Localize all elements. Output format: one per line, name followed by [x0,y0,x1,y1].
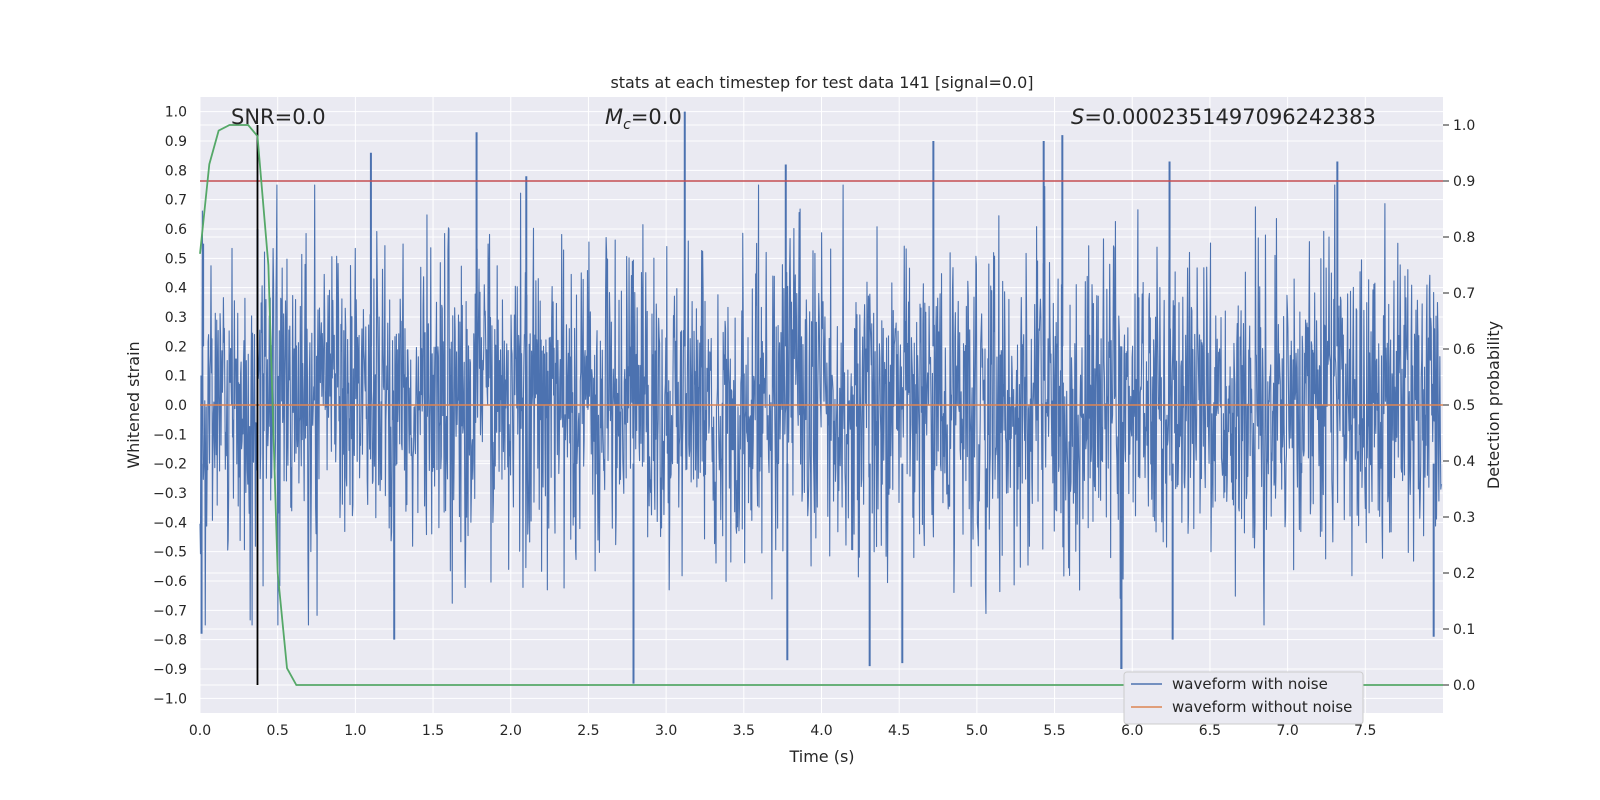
x-tick-label: 5.5 [1043,723,1065,739]
x-tick-label: 7.0 [1276,723,1298,739]
y-left-tick-label: 0.2 [165,339,187,355]
x-tick-label: 6.5 [1199,723,1221,739]
score-symbol: S [1071,105,1084,129]
chirp-mass-symbol: M [605,105,623,129]
y-right-tick-label: 0.7 [1453,286,1475,302]
y-left-tick-label: 0.5 [165,251,187,267]
x-tick-label: 4.0 [810,723,832,739]
y-right-tick-label: 0.6 [1453,342,1475,358]
y-left-tick-label: −0.4 [153,515,187,531]
x-tick-label: 0.0 [189,723,211,739]
y-right-tick-label: 0.4 [1453,454,1475,470]
x-tick-label: 4.5 [888,723,910,739]
y-left-tick-label: 0.7 [165,193,187,209]
y-right-tick-label: 0.8 [1453,230,1475,246]
x-axis-label: Time (s) [788,747,854,766]
x-tick-label: 1.5 [422,723,444,739]
y-right-tick-label: 0.5 [1453,398,1475,414]
y-axis-right: 1.0 0.9 0.8 0.7 0.6 0.5 0.4 0.3 0.2 0.1 0.0 [1443,118,1475,694]
legend: waveform with noise waveform without noi… [1123,671,1364,725]
y-left-tick-label: 0.9 [165,134,187,150]
y-right-tick-label: 0.9 [1453,174,1475,190]
y-left-tick-label: −0.1 [153,427,187,443]
detection-probability-line [199,124,1443,686]
chirp-mass-subscript: c [623,117,631,133]
x-tick-label: 7.5 [1354,723,1376,739]
legend-box [1123,671,1364,725]
x-tick-label: 5.0 [966,723,988,739]
legend-label-noise: waveform with noise [1172,675,1328,693]
y-axis-left-label: Whitened strain [124,341,143,468]
y-left-tick-label: 0.4 [165,281,187,297]
y-right-tick-label: 0.1 [1453,622,1475,638]
waveform-with-noise-series [199,111,1443,684]
x-tick-label: 2.0 [500,723,522,739]
x-tick-label: 2.5 [577,723,599,739]
y-left-tick-label: 1.0 [165,105,187,121]
y-axis-left: 1.0 0.9 0.8 0.7 0.6 0.5 0.4 0.3 0.2 0.1 0.0 −0.1 −0.… [153,105,187,708]
y-left-tick-label: −0.5 [153,545,187,561]
chirp-mass-annotation: Mc=0.0 [605,105,682,133]
y-left-tick-label: −0.9 [153,662,187,678]
legend-label-clean: waveform without noise [1172,698,1352,716]
x-tick-label: 1.0 [344,723,366,739]
y-right-tick-label: 1.0 [1453,118,1475,134]
y-left-tick-label: 0.0 [165,398,187,414]
x-tick-label: 6.0 [1121,723,1143,739]
y-left-tick-label: −0.7 [153,603,187,619]
y-left-tick-label: 0.6 [165,222,187,238]
y-left-tick-label: −0.3 [153,486,187,502]
y-left-tick-label: 0.3 [165,310,187,326]
score-value: =0.000235149709624238​3 [1084,105,1376,129]
x-tick-label: 0.5 [267,723,289,739]
y-right-tick-label: 0.2 [1453,566,1475,582]
y-left-tick-label: 0.8 [165,163,187,179]
y-right-tick-label: 0.3 [1453,510,1475,526]
snr-annotation: SNR=0.0 [231,105,326,129]
x-tick-label: 3.0 [655,723,677,739]
y-axis-right-label: Detection probability [1484,321,1503,489]
y-left-tick-label: 0.1 [165,369,187,385]
x-tick-label: 3.5 [733,723,755,739]
y-right-tick-label: 0.0 [1453,678,1475,694]
overlay-layer [199,124,1443,686]
y-left-tick-label: −0.6 [153,574,187,590]
chirp-mass-value: =0.0 [631,105,682,129]
y-left-tick-label: −0.2 [153,457,187,473]
score-annotation: S=0.000235149709624238​3 [1071,105,1376,129]
chart-title: stats at each timestep for test data 141… [610,73,1033,92]
y-left-tick-label: −0.8 [153,633,187,649]
x-axis: 0.0 0.5 1.0 1.5 2.0 2.5 3.0 3.5 4.0 4.5 5.0 5.5 6.0 6… [189,723,1377,739]
y-left-tick-label: −1.0 [153,691,187,707]
waveform-with-noise-line [199,184,1443,626]
